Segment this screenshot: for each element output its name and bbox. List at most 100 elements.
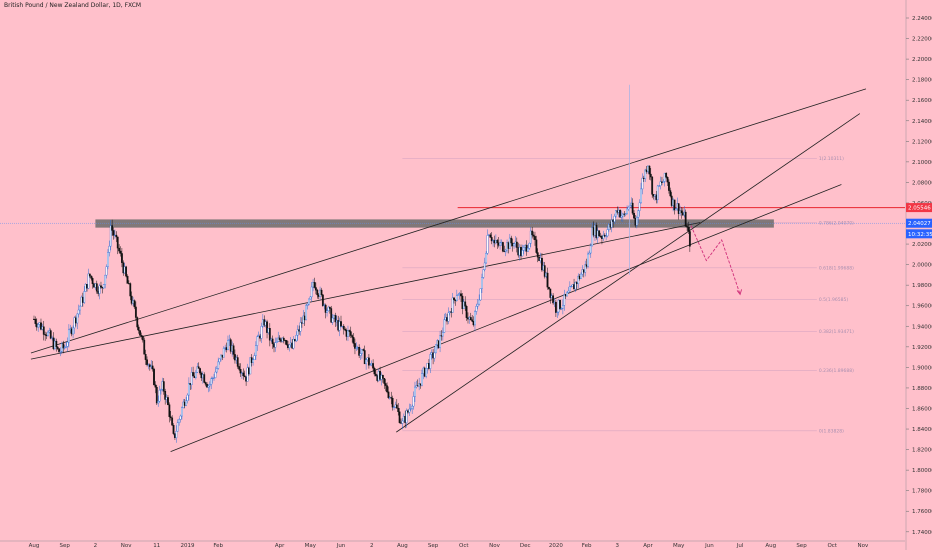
candle-body	[345, 330, 348, 337]
candle-body	[623, 213, 626, 215]
candle-body	[61, 343, 63, 352]
candle-body	[455, 295, 458, 301]
candle-body	[384, 383, 387, 386]
y-tick-label: 1.88000	[912, 386, 932, 392]
candle-body	[111, 225, 114, 231]
x-tick-label: 11	[153, 543, 160, 549]
candle-body	[668, 181, 670, 191]
candle-body	[235, 357, 238, 361]
candle-body	[538, 256, 541, 261]
candle-body	[301, 322, 303, 324]
candle-body	[316, 289, 319, 296]
candle-body	[41, 326, 44, 330]
candle-body	[164, 391, 167, 400]
candle-body	[655, 194, 658, 200]
candle-body	[308, 298, 310, 305]
candle-body	[62, 343, 65, 349]
candle-body	[465, 306, 468, 318]
candle-body	[140, 335, 143, 337]
candle-body	[483, 262, 486, 270]
candle-body	[534, 236, 536, 241]
candle-body	[478, 299, 481, 305]
candle-body	[123, 266, 126, 274]
candle-body	[305, 305, 308, 321]
candle-body	[133, 300, 136, 308]
candle-body	[582, 269, 585, 273]
trendline	[30, 88, 867, 354]
candle-body	[178, 419, 181, 423]
candle-body	[358, 347, 361, 356]
candle-body	[35, 323, 38, 328]
candle-body	[469, 317, 472, 321]
x-tick-label: Feb	[582, 543, 592, 549]
y-tick-label: 1.90000	[912, 365, 932, 371]
candle-body	[341, 325, 344, 327]
candle-body	[88, 273, 91, 277]
candle-body	[254, 345, 257, 356]
candle-body	[525, 244, 528, 252]
candle-body	[474, 311, 476, 326]
candle-body	[553, 301, 556, 304]
candle-body	[83, 291, 86, 303]
x-tick-label: 2	[370, 543, 374, 549]
candle-body	[291, 342, 294, 349]
candle-body	[666, 176, 669, 183]
x-tick-label: Apr	[643, 543, 653, 549]
candle-body	[79, 305, 81, 311]
candle-body	[289, 342, 292, 346]
candle-body	[101, 286, 104, 289]
candle-body	[93, 283, 95, 288]
x-tick-label: May	[305, 543, 317, 549]
candle-body	[143, 339, 146, 355]
candle-body	[566, 292, 568, 297]
candle-body	[573, 284, 575, 290]
candle-body	[462, 301, 465, 309]
candle-body	[555, 301, 557, 313]
chart-title: British Pound / New Zealand Dollar, 1D, …	[4, 2, 142, 9]
candle-body	[676, 203, 679, 210]
candle-body	[317, 294, 320, 297]
candle-body	[91, 278, 94, 285]
y-tick-label: 1.94000	[912, 324, 932, 330]
candle-body	[372, 363, 374, 369]
candle-body	[288, 344, 291, 348]
candle-body	[72, 327, 74, 335]
candle-body	[633, 212, 635, 219]
candle-body	[662, 181, 665, 183]
x-tick-label: Aug	[765, 543, 776, 549]
candle-body	[594, 224, 596, 236]
candle-body	[155, 387, 158, 404]
x-tick-label: 2019	[181, 543, 195, 549]
y-tick-label: 1.86000	[912, 406, 932, 412]
candle-body	[381, 375, 384, 379]
candle-body	[564, 294, 567, 297]
candle-body	[492, 240, 495, 242]
candle-body	[282, 337, 285, 341]
candle-body	[69, 328, 72, 331]
candle-body	[266, 321, 268, 333]
candle-body	[397, 407, 400, 413]
candle-body	[181, 407, 183, 417]
candle-body	[398, 411, 401, 423]
candle-body	[319, 289, 321, 297]
candle-body	[126, 275, 129, 284]
candle-body	[443, 319, 446, 333]
candle-body	[426, 363, 429, 369]
candle-body	[528, 243, 531, 249]
candle-body	[457, 294, 460, 296]
x-tick-label: Oct	[827, 543, 837, 549]
y-tick-label: 2.20000	[912, 57, 932, 63]
candle-body	[648, 165, 651, 175]
candle-body	[40, 322, 42, 330]
candle-body	[242, 372, 245, 377]
candle-body	[634, 217, 637, 226]
candle-body	[387, 391, 390, 398]
candle-body	[220, 354, 222, 360]
candle-body	[433, 352, 436, 359]
candle-body	[644, 169, 647, 179]
candle-body	[454, 299, 457, 301]
candle-body	[310, 286, 313, 298]
candle-body	[197, 366, 200, 369]
candle-body	[631, 202, 634, 214]
candle-body	[158, 389, 161, 402]
